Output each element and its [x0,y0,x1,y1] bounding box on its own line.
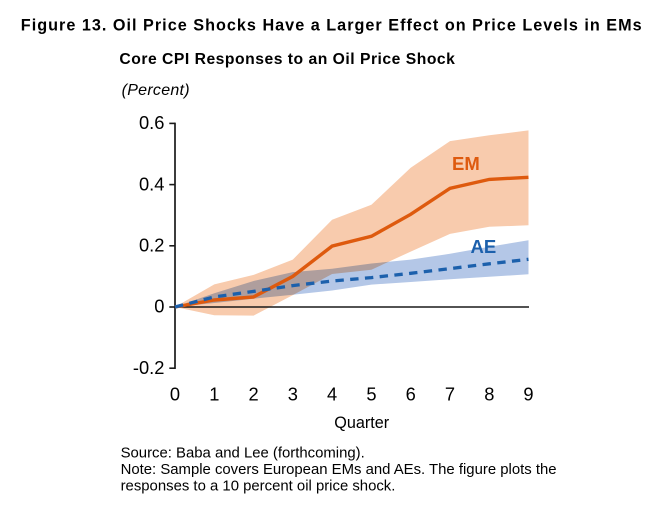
svg-text:Source: Baba and Lee (forthcom: Source: Baba and Lee (forthcoming). [121,446,365,462]
svg-text:9: 9 [523,384,533,405]
svg-text:0: 0 [170,384,180,405]
svg-text:EM: EM [452,153,480,174]
svg-text:0.4: 0.4 [139,173,164,194]
svg-text:2: 2 [249,384,259,405]
svg-text:(Percent): (Percent) [122,82,190,99]
svg-text:Note: Sample covers European E: Note: Sample covers European EMs and AEs… [121,462,557,478]
svg-text:4: 4 [327,384,337,405]
svg-text:-0.2: -0.2 [133,357,165,378]
svg-text:0.6: 0.6 [139,112,164,133]
svg-text:responses to a 10 percent oil: responses to a 10 percent oil price shoc… [121,478,396,494]
svg-text:0.2: 0.2 [139,235,164,256]
svg-text:3: 3 [288,384,298,405]
svg-text:0: 0 [154,296,164,317]
svg-text:5: 5 [366,384,376,405]
svg-text:Core CPI Responses to an Oil P: Core CPI Responses to an Oil Price Shock [119,51,455,68]
svg-text:1: 1 [209,384,219,405]
svg-text:8: 8 [484,384,494,405]
svg-text:7: 7 [445,384,455,405]
svg-text:AE: AE [471,236,497,257]
svg-text:6: 6 [406,384,416,405]
svg-text:Figure 13. Oil Price Shocks Ha: Figure 13. Oil Price Shocks Have a Large… [21,17,642,35]
svg-text:Quarter: Quarter [334,414,389,432]
